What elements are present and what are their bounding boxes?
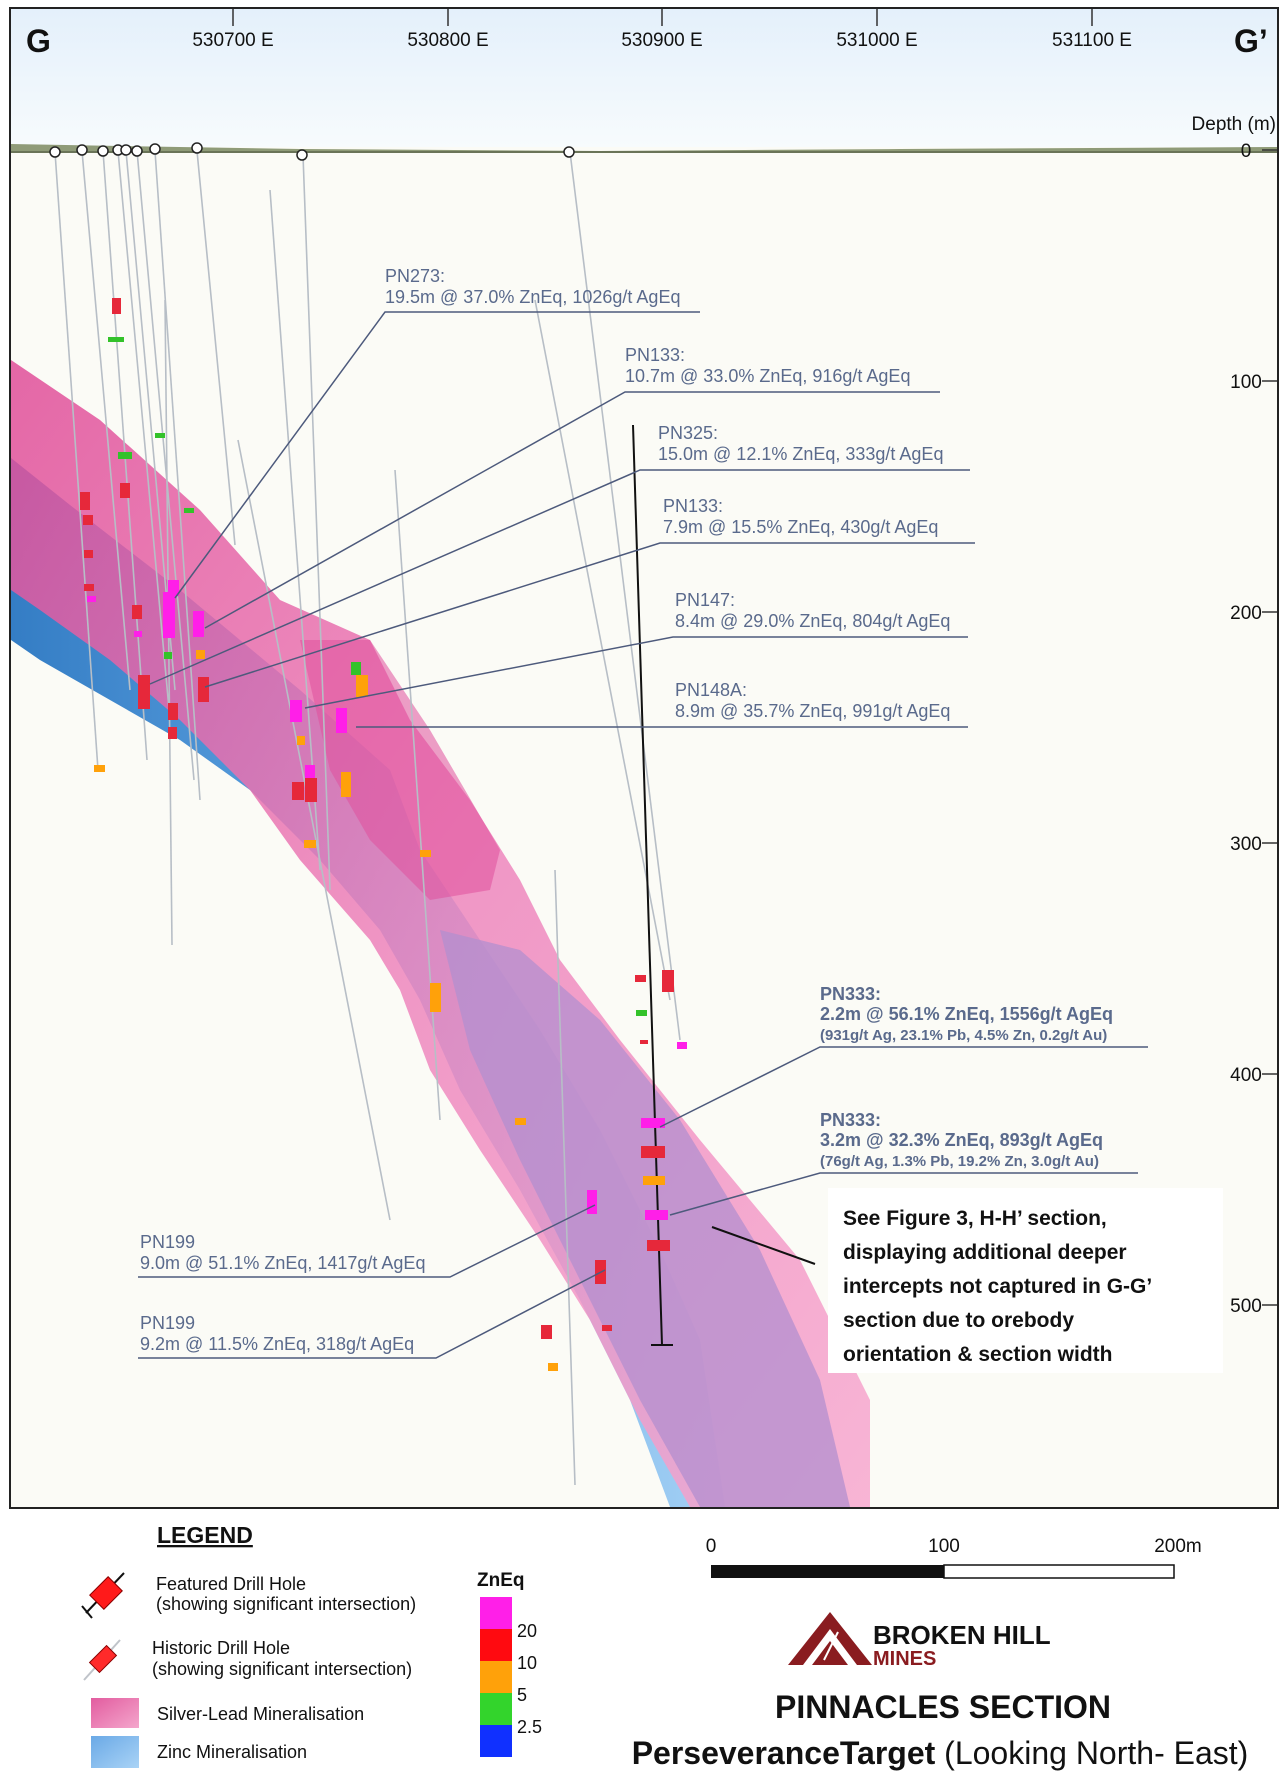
- zneq-colour-bar: [480, 1597, 512, 1757]
- easting-label: 531000 E: [836, 30, 917, 51]
- zneq-scale-label: 2.5: [517, 1717, 542, 1737]
- legend-historic-note: (showing significant intersection): [152, 1659, 412, 1679]
- figure-subtitle-target: PerseveranceTarget: [632, 1735, 936, 1771]
- note-line: displaying additional deeper: [843, 1241, 1127, 1264]
- upper-pink-lens: [300, 640, 500, 900]
- silver-lead-swatch: [91, 1698, 139, 1728]
- note-box: [828, 1188, 1223, 1373]
- zneq-colour-band: [480, 1725, 512, 1757]
- legend-zinc-label: Zinc Mineralisation: [157, 1742, 307, 1762]
- intercept-value-label: 7.9m @ 15.5% ZnEq, 430g/t AgEq: [663, 517, 938, 537]
- note-line: intercepts not captured in G-G’: [843, 1275, 1152, 1298]
- easting-label: 530800 E: [407, 30, 488, 51]
- zneq-scale-title: ZnEq: [477, 1570, 525, 1591]
- figure-subtitle-direction: (Looking North- East): [935, 1735, 1248, 1771]
- section-start-label: G: [26, 23, 51, 59]
- intercept-value-label: 3.2m @ 32.3% ZnEq, 893g/t AgEq: [820, 1130, 1103, 1150]
- intercept-hole-label: PN273:: [385, 266, 445, 286]
- legend-featured-note: (showing significant intersection): [156, 1594, 416, 1614]
- leader-lines: [138, 311, 1148, 1359]
- intercept-hole-label: PN147:: [675, 590, 735, 610]
- intercept-value-label: 15.0m @ 12.1% ZnEq, 333g/t AgEq: [658, 444, 943, 464]
- zneq-colour-band: [480, 1597, 512, 1629]
- intercept-hole-label: PN133:: [625, 345, 685, 365]
- section-end-label: G’: [1234, 23, 1268, 59]
- zneq-colour-band: [480, 1629, 512, 1661]
- scale-label: 0: [706, 1536, 717, 1557]
- depth-tick-label: 400: [1230, 1065, 1262, 1086]
- intercept-hole-label: PN199: [140, 1313, 195, 1333]
- scale-bar-black: [711, 1565, 944, 1578]
- intercept-value-label: 8.9m @ 35.7% ZnEq, 991g/t AgEq: [675, 701, 950, 721]
- intercept-hole-label: PN333:: [820, 984, 881, 1004]
- drill-collars: [49, 142, 575, 161]
- depth-tick-label: 500: [1230, 1296, 1262, 1317]
- zneq-colour-band: [480, 1693, 512, 1725]
- featured-drill-hole-icon: [81, 1572, 125, 1619]
- depth-ticks: [1262, 149, 1277, 1306]
- intercept-value-label: 9.0m @ 51.1% ZnEq, 1417g/t AgEq: [140, 1253, 425, 1273]
- intercept-value-label: 10.7m @ 33.0% ZnEq, 916g/t AgEq: [625, 366, 910, 386]
- scale-label: 200m: [1154, 1536, 1202, 1557]
- depth-tick-label: 300: [1230, 834, 1262, 855]
- easting-label: 531100 E: [1052, 30, 1132, 51]
- depth-tick-label: 200: [1230, 603, 1262, 624]
- intercept-value-label: 8.4m @ 29.0% ZnEq, 804g/t AgEq: [675, 611, 950, 631]
- brand-name-bottom: MINES: [873, 1648, 936, 1670]
- depth-tick-label: 100: [1230, 372, 1262, 393]
- zneq-colour-band: [480, 1661, 512, 1693]
- intercept-detail-label: (931g/t Ag, 23.1% Pb, 4.5% Zn, 0.2g/t Au…: [820, 1027, 1107, 1044]
- intercept-hole-label: PN148A:: [675, 680, 747, 700]
- historic-drill-hole-icon: [83, 1639, 121, 1681]
- intercept-hole-label: PN133:: [663, 496, 723, 516]
- ground-surface: [11, 144, 1277, 153]
- easting-label: 530900 E: [621, 30, 702, 51]
- intercept-value-label: 2.2m @ 56.1% ZnEq, 1556g/t AgEq: [820, 1004, 1113, 1024]
- intercept-hole-label: PN333:: [820, 1110, 881, 1130]
- zneq-scale-label: 10: [517, 1653, 537, 1673]
- note-line: section due to orebody: [843, 1309, 1074, 1332]
- scale-label: 100: [928, 1536, 960, 1557]
- broken-hill-mines-logo: [788, 1612, 872, 1665]
- intercept-detail-label: (76g/t Ag, 1.3% Pb, 19.2% Zn, 3.0g/t Au): [820, 1153, 1099, 1170]
- sky: [11, 9, 1277, 147]
- zinc-swatch: [91, 1736, 139, 1768]
- depth-tick-label: 0: [1241, 141, 1252, 162]
- intercept-value-label: 9.2m @ 11.5% ZnEq, 318g/t AgEq: [140, 1334, 414, 1354]
- note-line: See Figure 3, H-H’ section,: [843, 1207, 1107, 1230]
- legend-historic-label: Historic Drill Hole: [152, 1638, 290, 1658]
- figure-subtitle: PerseveranceTarget (Looking North- East): [632, 1735, 1249, 1771]
- zneq-scale-label: 5: [517, 1685, 527, 1705]
- intercept-value-label: 19.5m @ 37.0% ZnEq, 1026g/t AgEq: [385, 287, 680, 307]
- easting-ticks: [232, 9, 1093, 26]
- zneq-scale-label: 20: [517, 1621, 537, 1641]
- legend-silver-lead-label: Silver-Lead Mineralisation: [157, 1704, 364, 1724]
- easting-label: 530700 E: [192, 30, 273, 51]
- brand-name-top: BROKEN HILL: [873, 1620, 1051, 1650]
- legend-title: LEGEND: [157, 1522, 253, 1548]
- legend-featured-label: Featured Drill Hole: [156, 1574, 306, 1594]
- scale-bar-white: [943, 1564, 1175, 1579]
- note-line: orientation & section width: [843, 1343, 1113, 1366]
- figure-title: PINNACLES SECTION: [775, 1689, 1111, 1725]
- featured-drill-trace: [632, 424, 663, 1346]
- intercept-hole-label: PN325:: [658, 423, 718, 443]
- depth-axis-title: Depth (m): [1192, 114, 1276, 135]
- intercept-hole-label: PN199: [140, 1232, 195, 1252]
